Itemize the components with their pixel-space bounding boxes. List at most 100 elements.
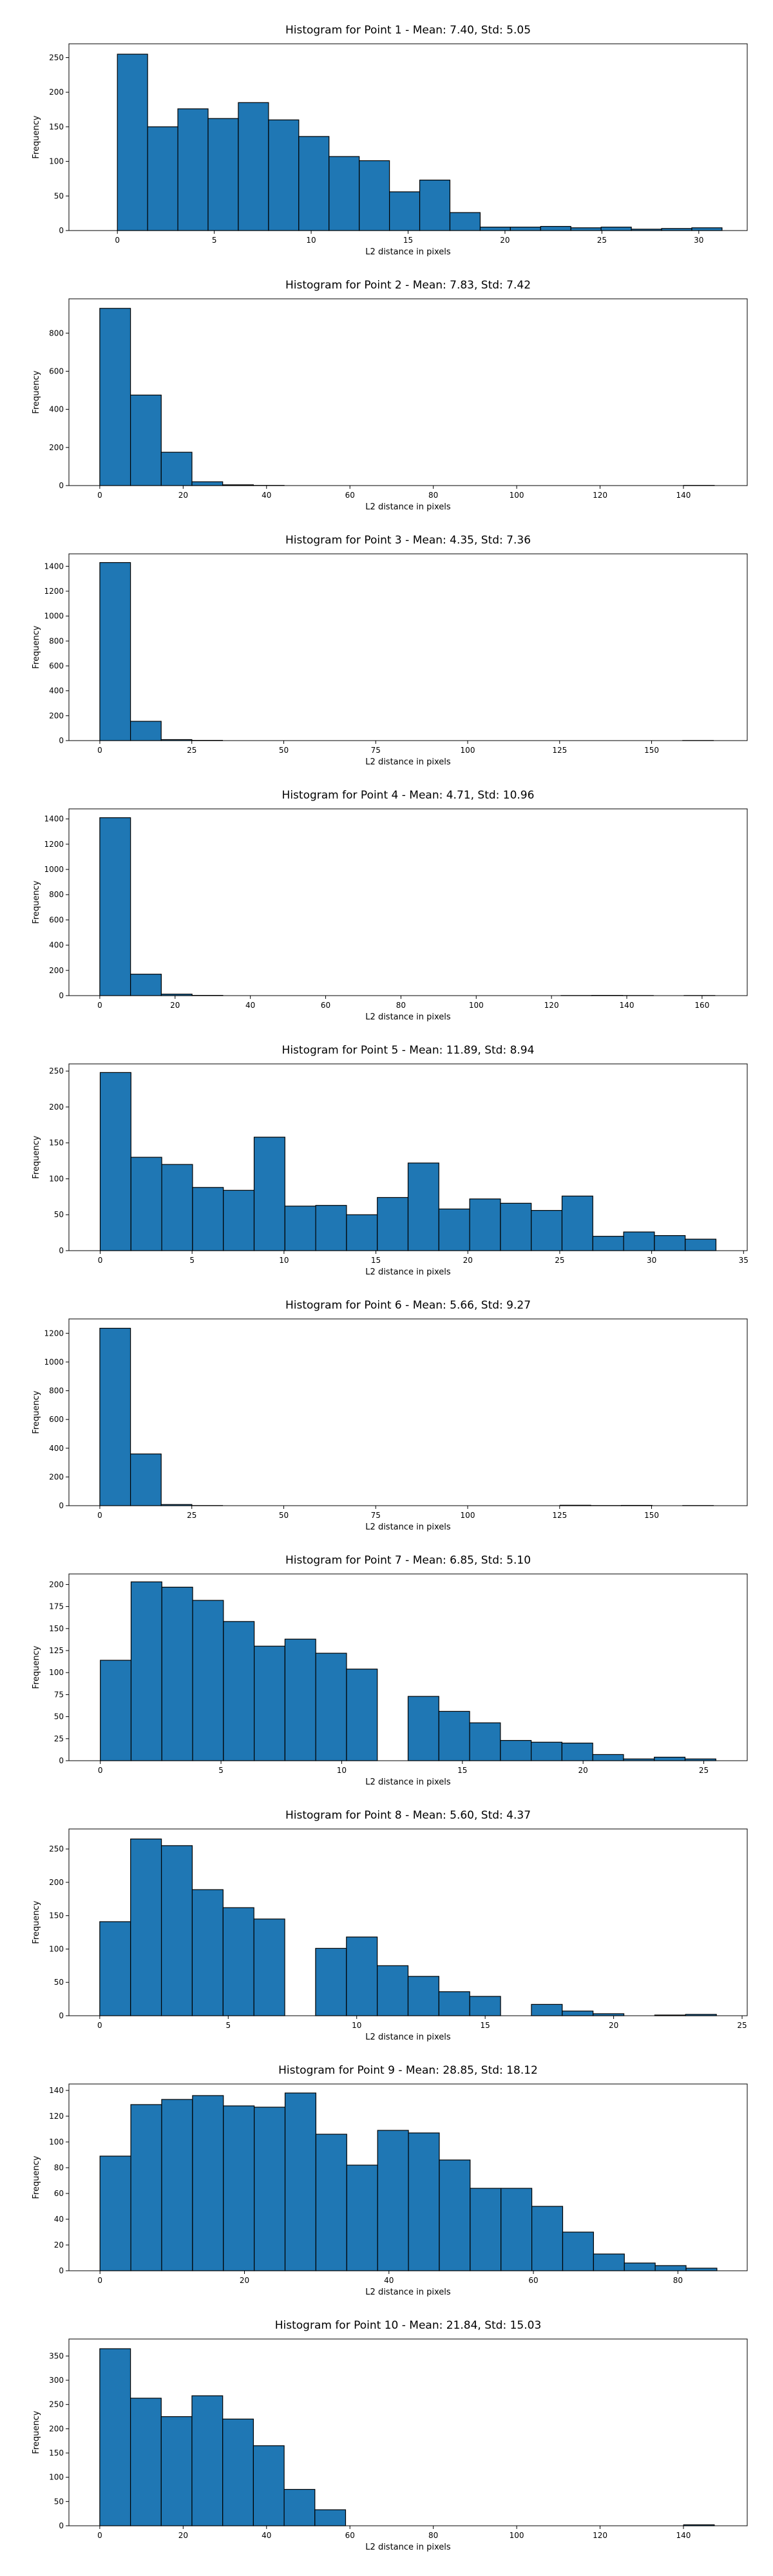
- histogram-bar: [562, 2011, 594, 2016]
- y-tick-label: 250: [49, 2400, 64, 2409]
- y-tick-label: 100: [49, 1174, 64, 1183]
- histogram-bar: [685, 1238, 717, 1251]
- y-axis-label: Frequency: [32, 1645, 41, 1689]
- x-tick-label: 160: [694, 1001, 709, 1010]
- plot-frame: [68, 298, 748, 486]
- x-tick-label: 100: [469, 1001, 484, 1010]
- y-axis-label: Frequency: [32, 1390, 41, 1434]
- x-tick-label: 30: [694, 236, 703, 245]
- y-tick-label: 100: [49, 2137, 64, 2146]
- x-tick-label: 140: [676, 2531, 691, 2540]
- chart-3: Histogram for Point 3 - Mean: 4.35, Std:…: [32, 534, 748, 767]
- x-tick-label: 40: [245, 1001, 255, 1010]
- histogram-bar: [99, 1072, 131, 1251]
- y-tick-label: 1000: [44, 612, 64, 621]
- y-tick-label: 40: [54, 2215, 64, 2224]
- histogram-bar: [161, 1164, 193, 1251]
- histogram-bar: [99, 817, 131, 996]
- x-tick-label: 0: [98, 1256, 103, 1265]
- x-tick-label: 0: [97, 2021, 102, 2030]
- histogram-bar: [160, 451, 193, 486]
- x-tick-label: 125: [552, 746, 567, 755]
- x-tick-label: 40: [262, 2531, 271, 2540]
- y-tick-label: 200: [49, 1878, 64, 1887]
- histogram-bar: [254, 1645, 285, 1761]
- y-tick-label: 0: [59, 736, 64, 745]
- x-tick-label: 10: [279, 1256, 289, 1265]
- x-tick-label: 15: [403, 236, 413, 245]
- y-tick-label: 250: [49, 1066, 64, 1075]
- y-axis-label: Frequency: [32, 625, 41, 668]
- x-tick-label: 100: [461, 746, 475, 755]
- y-tick-label: 600: [49, 366, 64, 375]
- y-tick-label: 50: [54, 191, 64, 200]
- y-axis-label: Frequency: [32, 1900, 41, 1944]
- y-tick-label: 50: [54, 1210, 64, 1219]
- histogram-bar: [329, 156, 360, 231]
- plot-frame: [68, 1828, 748, 2016]
- x-axis-label: L2 distance in pixels: [365, 1522, 451, 1532]
- histogram-bar: [192, 2095, 224, 2271]
- histogram-bar: [438, 1208, 470, 1251]
- histogram-bar: [407, 1696, 439, 1761]
- histogram-bar: [419, 179, 451, 231]
- y-tick-label: 0: [59, 2266, 64, 2275]
- x-tick-label: 5: [212, 236, 217, 245]
- y-tick-label: 75: [54, 1690, 64, 1699]
- histogram-bar: [654, 1756, 686, 1761]
- y-axis-label: Frequency: [32, 2410, 41, 2454]
- y-tick-label: 250: [49, 53, 64, 62]
- x-axis-label: L2 distance in pixels: [365, 2287, 451, 2297]
- x-tick-label: 100: [510, 491, 524, 500]
- x-tick-label: 120: [544, 1001, 559, 1010]
- chart-title: Histogram for Point 4 - Mean: 4.71, Std:…: [282, 789, 535, 802]
- histogram-bar: [500, 1202, 532, 1251]
- x-tick-label: 25: [699, 1766, 709, 1775]
- plot-frame: [68, 1318, 748, 1506]
- y-tick-label: 50: [54, 1712, 64, 1721]
- x-tick-label: 0: [98, 1766, 103, 1775]
- histogram-bar: [314, 2509, 347, 2526]
- y-tick-label: 800: [49, 1387, 64, 1396]
- x-tick-label: 25: [597, 236, 607, 245]
- y-tick-label: 0: [59, 2521, 64, 2530]
- chart-1: Histogram for Point 1 - Mean: 7.40, Std:…: [32, 24, 748, 257]
- x-axis-label: L2 distance in pixels: [365, 1777, 451, 1787]
- plot-frame: [68, 2083, 748, 2271]
- y-tick-label: 125: [49, 1646, 64, 1655]
- y-axis-label: Frequency: [32, 370, 41, 413]
- histogram-bar: [207, 118, 239, 231]
- y-tick-label: 150: [49, 1624, 64, 1633]
- y-tick-label: 1200: [44, 840, 64, 849]
- y-tick-label: 150: [49, 1911, 64, 1920]
- histogram-bar: [222, 1907, 254, 2016]
- x-tick-label: 60: [321, 1001, 330, 1010]
- x-tick-label: 80: [428, 2531, 438, 2540]
- x-tick-label: 20: [240, 2276, 249, 2285]
- histogram-bar: [479, 227, 511, 231]
- histogram-bar: [561, 1195, 593, 1251]
- histogram-bar: [284, 1206, 316, 1251]
- chart-2: Histogram for Point 2 - Mean: 7.83, Std:…: [32, 279, 748, 512]
- histogram-bar: [315, 1947, 347, 2016]
- y-tick-label: 800: [49, 890, 64, 899]
- chart-6: Histogram for Point 6 - Mean: 5.66, Std:…: [32, 1299, 748, 1532]
- x-tick-label: 20: [178, 491, 188, 500]
- x-tick-label: 20: [463, 1256, 473, 1265]
- y-tick-label: 0: [59, 1246, 64, 1255]
- chart-title: Histogram for Point 6 - Mean: 5.66, Std:…: [285, 1299, 531, 1312]
- histogram-bar: [408, 2132, 440, 2271]
- chart-title: Histogram for Point 10 - Mean: 21.84, St…: [275, 2319, 542, 2332]
- histogram-bar: [99, 1921, 131, 2016]
- histogram-bar: [284, 2092, 317, 2271]
- y-tick-label: 400: [49, 687, 64, 696]
- histogram-bar: [161, 2099, 193, 2271]
- histogram-bar: [129, 721, 162, 741]
- x-tick-label: 10: [337, 1766, 347, 1775]
- x-tick-label: 60: [345, 2531, 355, 2540]
- x-tick-label: 40: [384, 2276, 394, 2285]
- histogram-bar: [469, 1198, 501, 1251]
- histogram-bar: [191, 481, 224, 486]
- x-tick-label: 25: [555, 1256, 564, 1265]
- histogram-bar: [438, 1991, 470, 2016]
